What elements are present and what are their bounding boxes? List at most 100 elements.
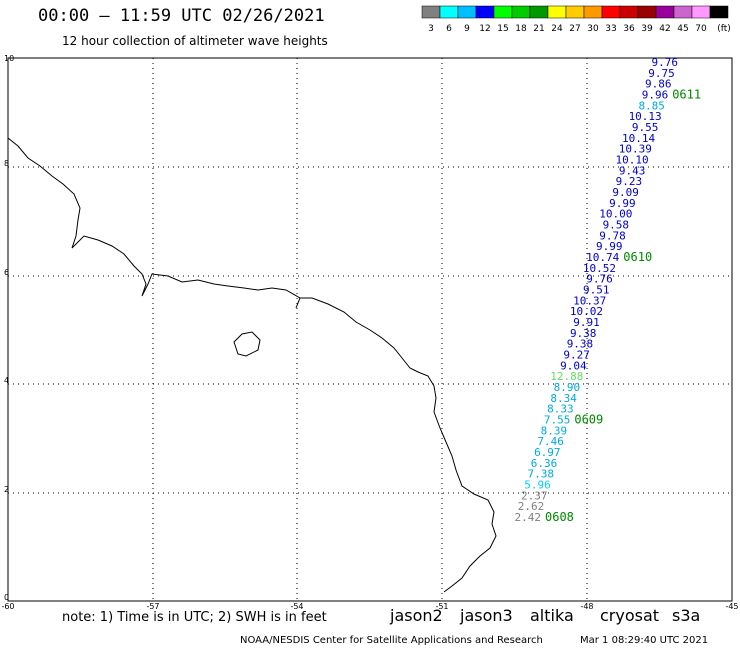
legend-label: 70 [695, 24, 707, 34]
wave-height-reading: 9.96 [642, 89, 669, 102]
legend-label: 18 [515, 24, 527, 34]
pass-time-label: 0610 [623, 250, 652, 264]
satellite-jason3-label: jason3 [460, 606, 513, 625]
wave-height-reading: 9.04 [560, 359, 587, 372]
wave-height-reading: 9.51 [583, 284, 610, 297]
wave-height-reading: 9.09 [612, 186, 639, 199]
legend-swatch [637, 5, 657, 19]
pass-time-label: 0608 [545, 510, 574, 524]
satellite-cryosat-label: cryosat [600, 606, 660, 625]
wave-height-reading: 9.78 [599, 229, 626, 242]
satellite-jason2-label: jason2 [390, 606, 443, 625]
legend-label: 6 [446, 24, 452, 34]
wave-height-reading: 2.37 [521, 489, 548, 502]
legend-label: 15 [497, 24, 508, 34]
footer-note: note: 1) Time is in UTC; 2) SWH is in fe… [62, 610, 327, 625]
island [233, 331, 261, 357]
legend-swatch [673, 5, 693, 19]
legend-swatch [475, 5, 495, 19]
pass-time-label: 0611 [672, 88, 701, 102]
legend-swatch [655, 5, 675, 19]
wave-height-reading: 10.02 [570, 305, 603, 318]
lat-label: 10 [4, 54, 14, 63]
legend-swatch [619, 5, 639, 19]
wave-height-reading: 5.96 [524, 479, 551, 492]
legend-swatch [601, 5, 621, 19]
wave-height-reading: 12.88 [550, 370, 583, 383]
lat-label: 6 [4, 268, 9, 277]
legend-swatch [457, 5, 477, 19]
legend-label: 42 [659, 24, 670, 34]
legend-swatch [493, 5, 513, 19]
legend-label: 9 [464, 24, 470, 34]
wave-height-reading: 9.86 [645, 78, 672, 91]
wave-height-reading: 2.42 [515, 511, 542, 524]
legend-swatch [709, 5, 729, 19]
lon-label: -57 [146, 602, 159, 611]
lat-label: 8 [4, 159, 9, 168]
wave-height-reading: 10.37 [573, 294, 606, 307]
legend-swatch [583, 5, 603, 19]
wave-height-reading: 7.46 [537, 435, 564, 448]
wave-height-reading: 8.34 [550, 392, 577, 405]
wave-height-reading: 9.99 [596, 240, 623, 253]
wave-height-reading: 9.75 [648, 67, 675, 80]
wave-height-reading: 7.38 [528, 468, 555, 481]
legend-swatch [439, 5, 459, 19]
wave-height-reading: 10.74 [586, 251, 619, 264]
wave-height-reading: 8.33 [547, 403, 574, 416]
wave-height-reading: 9.55 [632, 121, 659, 134]
wave-height-reading: 7.55 [544, 414, 571, 427]
legend-label: 27 [569, 24, 580, 34]
legend-swatch [421, 5, 441, 19]
map-frame [7, 57, 733, 602]
wave-height-reading: 9.58 [603, 219, 630, 232]
legend-label: 33 [605, 24, 616, 34]
legend-label: (ft) [717, 24, 731, 34]
lon-label: -51 [435, 602, 448, 611]
legend-label: 45 [677, 24, 688, 34]
legend-swatch [565, 5, 585, 19]
legend-label: 24 [551, 24, 563, 34]
satellite-altika-label: altika [530, 606, 574, 625]
wave-height-reading: 10.00 [599, 208, 632, 221]
lat-label: 2 [4, 485, 9, 494]
legend-label: 3 [428, 24, 434, 34]
wave-height-reading: 9.38 [567, 338, 594, 351]
legend-swatch [511, 5, 531, 19]
wave-height-reading: 9.99 [609, 197, 636, 210]
wave-height-reading: 8.85 [638, 99, 665, 112]
legend-swatch [529, 5, 549, 19]
legend-label: 12 [479, 24, 490, 34]
legend-label: 36 [623, 24, 635, 34]
lon-label: -48 [580, 602, 593, 611]
map-grid [7, 57, 733, 602]
legend-label: 30 [587, 24, 599, 34]
wave-height-reading: 9.38 [570, 327, 597, 340]
wave-height-reading: 10.14 [622, 132, 655, 145]
wave-height-reading: 9.27 [563, 349, 590, 362]
wave-height-reading: 10.52 [583, 262, 616, 275]
wave-height-reading: 6.97 [534, 446, 561, 459]
wave-height-reading: 10.10 [616, 154, 649, 167]
satellite-s3a-label: s3a [672, 606, 701, 625]
lon-label: -54 [290, 602, 303, 611]
lat-label: 0 [4, 593, 9, 602]
legend-swatch [547, 5, 567, 19]
wave-height-reading: 10.13 [629, 110, 662, 123]
wave-height-reading: 9.43 [619, 164, 646, 177]
footer-date: Mar 1 08:29:40 UTC 2021 [580, 635, 709, 646]
axis-labels: 10 8 6 4 2 0-60 -57 -54 -51 -48 -45 [1, 54, 738, 611]
footer-credit: NOAA/NESDIS Center for Satellite Applica… [240, 635, 543, 646]
page-subtitle: 12 hour collection of altimeter wave hei… [62, 34, 328, 48]
wave-height-reading: 10.39 [619, 143, 652, 156]
coastline [7, 137, 497, 593]
wave-height-reading: 9.76 [652, 56, 679, 69]
altimeter-track: 9.769.759.869.968.8510.139.5510.1410.391… [515, 56, 702, 524]
wave-height-reading: 9.76 [586, 273, 613, 286]
legend-swatch [691, 5, 711, 19]
wave-height-reading: 9.23 [616, 175, 643, 188]
wave-height-reading: 6.36 [531, 457, 558, 470]
page-title: 00:00 – 11:59 UTC 02/26/2021 [38, 6, 325, 26]
pass-time-label: 0609 [574, 413, 603, 427]
